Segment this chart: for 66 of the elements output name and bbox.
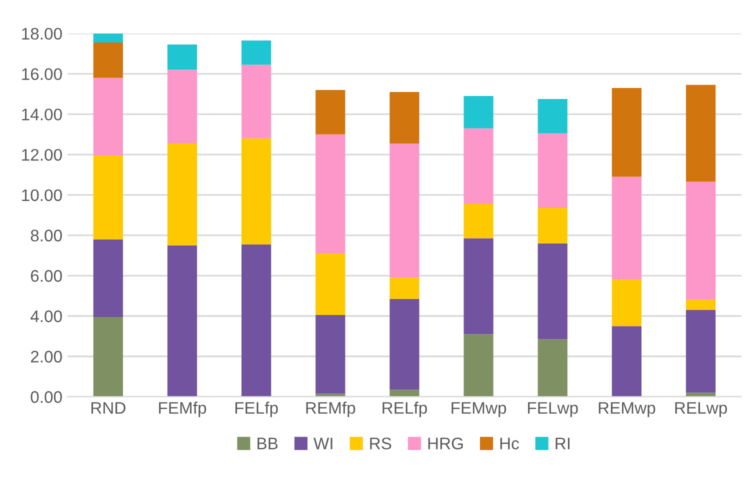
x-tick-label: REMfp <box>306 402 356 418</box>
bar <box>93 33 123 43</box>
legend-label: Hc <box>500 438 519 450</box>
bar <box>686 310 716 393</box>
x-tick-label: FEMfp <box>159 402 206 418</box>
bar <box>464 334 494 397</box>
x-tick-label: RELfp <box>382 402 427 418</box>
bar <box>316 315 346 394</box>
y-tick-label: 4.00 <box>30 310 62 322</box>
bar <box>93 42 123 78</box>
bar <box>390 92 420 144</box>
bar <box>538 243 568 340</box>
bar <box>390 298 420 390</box>
bar <box>316 134 346 254</box>
legend-label: WI <box>314 438 332 450</box>
bar <box>612 88 642 177</box>
bar <box>538 99 568 134</box>
bar <box>316 253 346 315</box>
bar <box>241 244 272 397</box>
legend-label: HRG <box>428 438 463 450</box>
bar <box>93 156 123 240</box>
y-tick-label: 12.00 <box>22 148 62 161</box>
bar <box>612 176 642 280</box>
x-tick-label: FEMwp <box>452 402 506 418</box>
y-tick-label: 14.00 <box>22 108 62 120</box>
y-tick-label: 8.00 <box>30 230 62 242</box>
bar <box>464 204 494 238</box>
legend-label: BB <box>258 438 278 450</box>
x-tick-label: REMwp <box>598 402 656 418</box>
bar <box>538 208 568 244</box>
x-tick-label: RELwp <box>675 402 727 418</box>
bar <box>93 317 123 397</box>
bar <box>464 96 494 128</box>
bar <box>390 278 420 299</box>
bar <box>93 78 123 156</box>
bar <box>241 64 272 138</box>
bar <box>686 300 716 310</box>
y-tick-label: 2.00 <box>30 350 62 363</box>
bar <box>241 138 272 244</box>
bar <box>612 280 642 326</box>
bar <box>167 70 198 144</box>
y-tick-label: 18.00 <box>22 28 62 40</box>
bar <box>241 40 272 65</box>
bar <box>316 90 346 134</box>
bar <box>167 245 198 397</box>
bar <box>464 128 494 204</box>
bar <box>686 182 716 300</box>
bar <box>612 326 642 397</box>
bar <box>464 238 494 334</box>
y-tick-label: 0.00 <box>30 391 62 403</box>
bar <box>390 390 420 397</box>
bar <box>538 133 568 208</box>
x-tick-label: FELwp <box>528 402 578 418</box>
y-tick-label: 6.00 <box>30 270 62 282</box>
y-tick-label: 10.00 <box>22 189 62 202</box>
legend-label: RI <box>556 438 570 450</box>
x-tick-label: RND <box>91 402 126 414</box>
bar <box>686 84 716 182</box>
bar <box>390 143 420 278</box>
bar <box>93 239 123 318</box>
y-tick-label: 16.00 <box>22 68 62 80</box>
bar <box>538 339 568 397</box>
legend-label: RS <box>370 438 392 450</box>
bar <box>167 44 198 70</box>
x-tick-label: FELfp <box>235 402 278 418</box>
bar <box>167 143 198 246</box>
